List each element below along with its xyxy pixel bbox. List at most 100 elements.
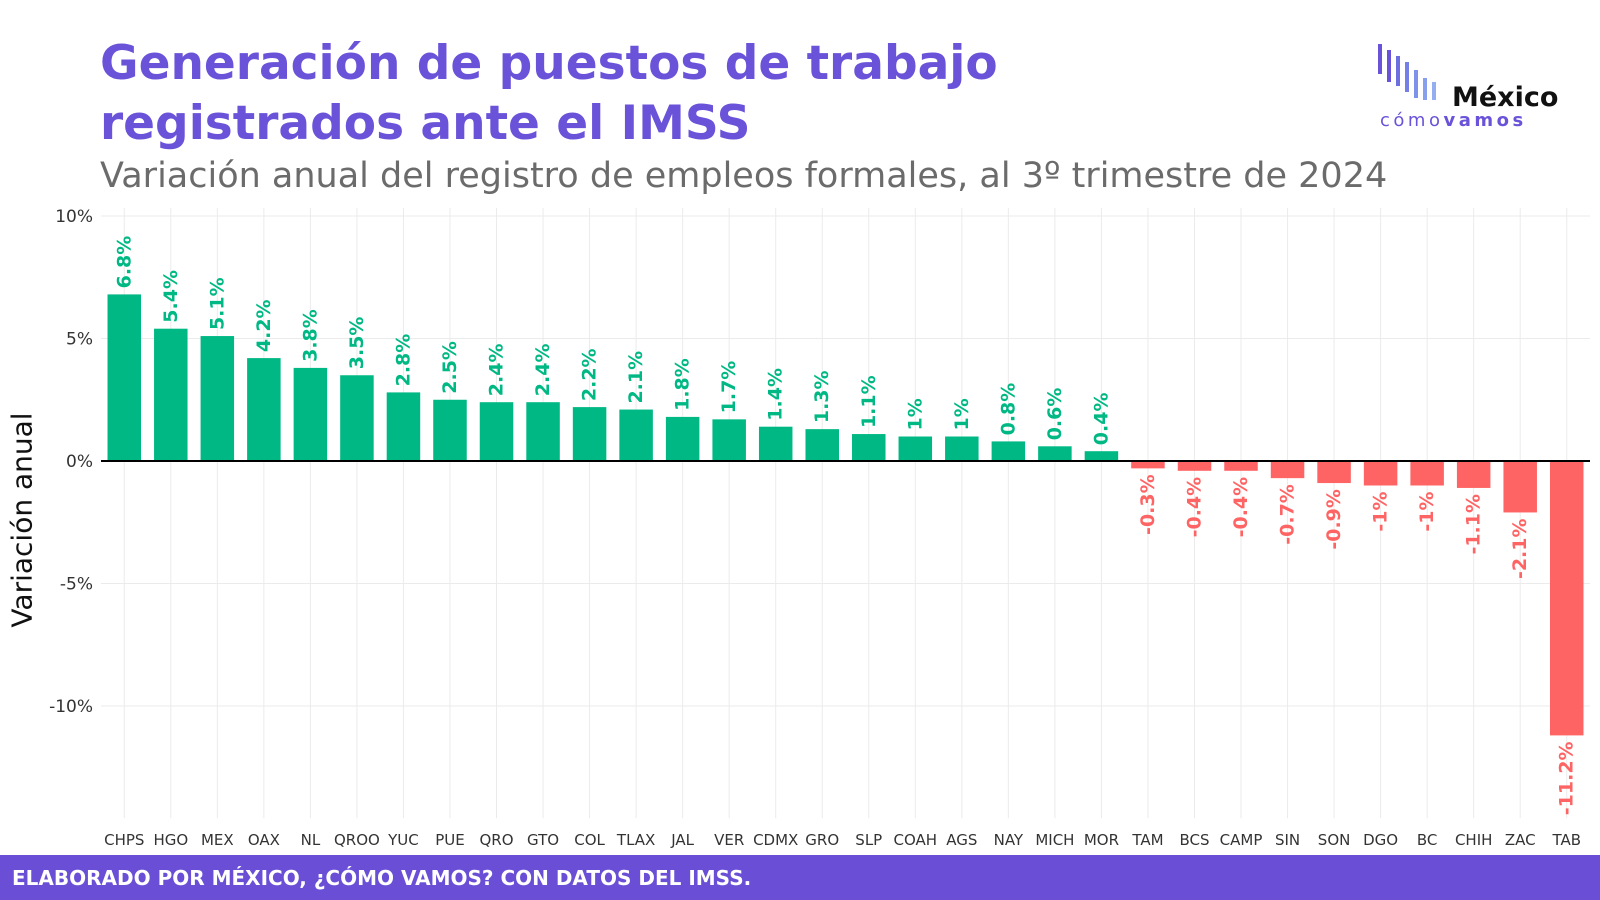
bar — [154, 328, 188, 461]
bar — [433, 399, 467, 461]
x-tick-label: PUE — [435, 831, 465, 849]
data-label: 2.8% — [392, 334, 414, 387]
logo-tag-light: cómo — [1380, 110, 1444, 131]
data-label: -2.1% — [1509, 518, 1531, 579]
bar — [758, 426, 793, 461]
data-label: -0.4% — [1183, 477, 1205, 538]
x-tick-label: DGO — [1363, 831, 1398, 849]
data-label: -0.7% — [1277, 484, 1299, 545]
data-label: 2.2% — [579, 348, 601, 401]
data-label: 0.4% — [1090, 392, 1112, 445]
data-label: -0.3% — [1137, 474, 1159, 535]
bar — [1224, 461, 1258, 471]
data-label: -1% — [1416, 492, 1438, 532]
x-tick-label: TLAX — [616, 831, 655, 849]
x-tick-label: SON — [1318, 831, 1351, 849]
bar — [665, 416, 700, 461]
x-tick-label: COL — [574, 831, 605, 849]
x-tick-label: HGO — [153, 831, 188, 849]
data-label: 0.8% — [997, 383, 1019, 436]
bar — [1084, 451, 1119, 461]
x-tick-label: BCS — [1179, 831, 1209, 849]
data-label: 3.5% — [346, 317, 368, 370]
bar — [1549, 461, 1584, 736]
bar — [107, 294, 142, 461]
data-label: 5.1% — [206, 277, 228, 330]
x-tick-label: TAM — [1131, 831, 1163, 849]
y-tick-label: -5% — [60, 575, 93, 595]
chart-title: Generación de puestos de trabajo registr… — [100, 34, 998, 154]
bar — [1317, 461, 1351, 484]
data-label: 3.8% — [299, 309, 321, 362]
bar — [712, 419, 746, 461]
data-label: -11.2% — [1556, 741, 1578, 815]
bar — [340, 375, 374, 461]
bar — [200, 336, 235, 461]
footer-bar: ELABORADO POR MÉXICO, ¿CÓMO VAMOS? CON D… — [0, 855, 1600, 900]
bar — [852, 434, 886, 461]
data-label: 0.6% — [1044, 388, 1066, 441]
data-label: 1.7% — [718, 361, 740, 414]
logo-tagline: cómovamos — [1380, 110, 1527, 131]
data-label: -1.1% — [1463, 494, 1485, 555]
x-tick-label: ZAC — [1505, 831, 1536, 849]
x-tick-label: AGS — [946, 831, 977, 849]
x-tick-label: NL — [301, 831, 321, 849]
x-tick-label: GTO — [527, 831, 559, 849]
data-label: 2.5% — [439, 341, 461, 394]
x-tick-label: QRO — [479, 831, 513, 849]
data-label: 2.1% — [625, 351, 647, 404]
bar — [619, 409, 653, 461]
x-tick-label: CHPS — [104, 831, 144, 849]
x-tick-label: TAB — [1551, 831, 1581, 849]
x-tick-label: OAX — [248, 831, 280, 849]
x-tick-label: CHIH — [1455, 831, 1492, 849]
x-tick-label: CAMP — [1220, 831, 1263, 849]
x-tick-label: SIN — [1275, 831, 1300, 849]
x-tick-label: JAL — [670, 831, 694, 849]
bar — [1410, 461, 1444, 486]
footer-text: ELABORADO POR MÉXICO, ¿CÓMO VAMOS? CON D… — [12, 866, 752, 890]
bar — [247, 358, 281, 461]
x-tick-label: COAH — [894, 831, 938, 849]
bar — [293, 367, 328, 461]
x-tick-label: YUC — [387, 831, 419, 849]
data-label: -0.4% — [1230, 477, 1252, 538]
brand-logo: México cómovamos — [1378, 44, 1578, 131]
data-label: 1% — [904, 398, 926, 430]
bar-stripes-icon — [1378, 44, 1436, 100]
bar — [1177, 461, 1212, 471]
bar-chart: 10% 5% 0% -5% -10% 6.8% CHPS 5.4% HGO 5.1% MEX 4.2%… — [49, 207, 1590, 849]
bar — [1503, 461, 1537, 513]
bar — [479, 402, 514, 461]
data-label: 4.2% — [253, 299, 275, 352]
y-tick-label: -10% — [49, 697, 93, 717]
data-label: 1% — [951, 398, 973, 430]
y-tick-label: 5% — [66, 330, 93, 350]
bar — [898, 436, 933, 461]
x-tick-label: CDMX — [753, 831, 798, 849]
bar — [1038, 446, 1072, 461]
bar — [572, 407, 607, 461]
data-label: 1.4% — [765, 368, 787, 421]
bar — [526, 402, 560, 461]
bar — [1456, 461, 1491, 488]
data-label: 1.1% — [858, 375, 880, 428]
logo-tag-bold: vamos — [1443, 110, 1527, 131]
data-label: -1% — [1370, 492, 1392, 532]
logo-word: México — [1452, 82, 1559, 113]
x-tick-label: SLP — [855, 831, 882, 849]
x-tick-label: MICH — [1035, 831, 1074, 849]
y-tick-label: 10% — [55, 207, 93, 227]
x-tick-label: NAY — [994, 831, 1024, 849]
bar — [1131, 461, 1165, 469]
chart-title-line1: Generación de puestos de trabajo — [100, 36, 998, 91]
chart-title-line2: registrados ante el IMSS — [100, 96, 751, 151]
chart-subtitle: Variación anual del registro de empleos … — [100, 156, 1388, 196]
y-tick-label: 0% — [66, 452, 93, 472]
bar — [805, 429, 839, 461]
data-label: -0.9% — [1323, 489, 1345, 550]
bar — [945, 436, 979, 461]
data-label: 2.4% — [532, 343, 554, 396]
x-tick-label: BC — [1417, 831, 1438, 849]
